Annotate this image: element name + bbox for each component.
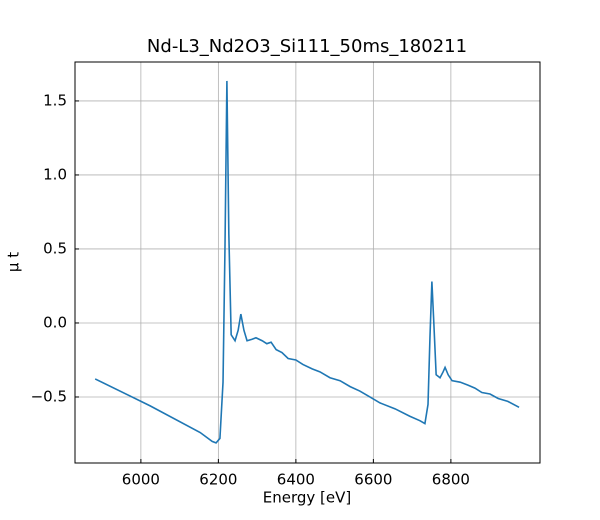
y-axis-label: μ t bbox=[5, 252, 23, 272]
x-tick-label: 6000 bbox=[122, 471, 160, 489]
y-tick-label: −0.5 bbox=[31, 387, 67, 405]
x-axis-label: Energy [eV] bbox=[263, 489, 351, 507]
y-tick-label: 1.0 bbox=[43, 165, 67, 183]
data-line bbox=[94, 80, 520, 444]
x-tick-label: 6600 bbox=[354, 471, 392, 489]
chart-title: Nd-L3_Nd2O3_Si111_50ms_180211 bbox=[147, 36, 467, 57]
x-tick-label: 6400 bbox=[277, 471, 315, 489]
y-tick-label: 1.5 bbox=[43, 91, 67, 109]
y-tick-label: 0.0 bbox=[43, 313, 67, 331]
x-tick-label: 6200 bbox=[199, 471, 237, 489]
x-tick-label: 6800 bbox=[432, 471, 470, 489]
plot-frame bbox=[74, 61, 541, 464]
y-tick-label: 0.5 bbox=[43, 239, 67, 257]
